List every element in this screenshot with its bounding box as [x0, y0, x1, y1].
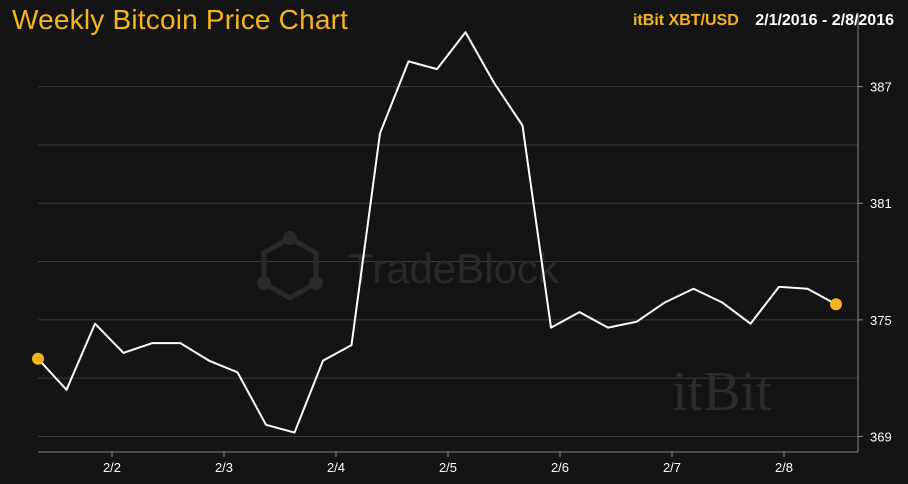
y-tick-label: 369 — [870, 429, 892, 444]
tradeblock-logo-icon — [257, 231, 323, 301]
chart-header-info: itBit XBT/USD 2/1/2016 - 2/8/2016 — [633, 12, 894, 30]
x-tick-label: 2/5 — [439, 460, 457, 475]
y-tick-label: 375 — [870, 313, 892, 328]
y-tick-label: 381 — [870, 196, 892, 211]
x-tick-label: 2/4 — [327, 460, 345, 475]
chart-title: Weekly Bitcoin Price Chart — [12, 4, 349, 35]
tradeblock-watermark: TradeBlock — [348, 245, 560, 292]
axes: 369 375 381 387 2/2 2/3 2/4 2/5 2/6 2/7 2/8 — [38, 14, 892, 475]
date-range-label: 2/1/2016 - 2/8/2016 — [755, 12, 894, 29]
series — [37, 31, 837, 434]
grid — [38, 86, 858, 437]
markers — [32, 298, 842, 365]
price-series-line — [37, 31, 837, 434]
watermarks: TradeBlock itBit — [257, 231, 772, 423]
start-point-marker — [32, 352, 44, 365]
x-tick-label: 2/6 — [551, 460, 569, 475]
itbit-watermark: itBit — [672, 361, 772, 423]
x-tick-label: 2/8 — [775, 460, 793, 475]
x-tick-label: 2/3 — [215, 460, 233, 475]
end-point-marker — [830, 298, 842, 311]
exchange-label: itBit XBT/USD — [632, 12, 739, 29]
x-tick-label: 2/7 — [663, 460, 681, 475]
x-tick-label: 2/2 — [103, 460, 121, 475]
y-tick-label: 387 — [870, 80, 892, 95]
